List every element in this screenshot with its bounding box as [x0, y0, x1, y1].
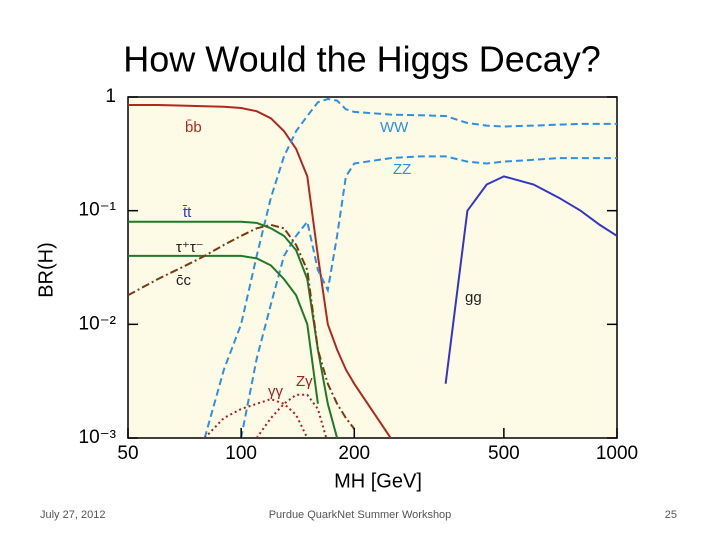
series-line — [128, 104, 392, 438]
series-label: γγ — [268, 383, 284, 400]
y-axis-label: BR(H) — [35, 242, 57, 298]
y-tick-label: 10⁻¹ — [79, 200, 117, 221]
lines — [128, 97, 617, 438]
footer-date: July 27, 2012 — [40, 509, 105, 521]
y-tick-label: 10⁻³ — [79, 427, 117, 448]
x-tick-label: 50 — [117, 443, 138, 464]
series-line — [128, 254, 319, 404]
slide-title: How Would the Higgs Decay? — [123, 39, 601, 80]
series-line — [203, 398, 309, 438]
x-tick-label: 500 — [488, 443, 520, 464]
series-label: c̄c — [176, 272, 192, 289]
x-tick-label: 100 — [225, 443, 257, 464]
x-axis-label: MH [GeV] — [334, 470, 422, 492]
series-label: ZZ — [393, 161, 411, 178]
footer-page: 25 — [665, 509, 677, 521]
footer-event: Purdue QuarkNet Summer Workshop — [269, 509, 452, 521]
series-label: WW — [380, 119, 409, 136]
y-tick-label: 10⁻² — [79, 313, 117, 334]
series-label: t̄t — [182, 204, 192, 221]
series-line — [240, 155, 617, 438]
plot-area — [127, 96, 618, 439]
series-line — [444, 175, 617, 384]
series-line — [203, 97, 617, 438]
series-label: Zγ — [296, 373, 313, 390]
x-tick-label: 200 — [338, 443, 370, 464]
y-tick-label: 1 — [105, 86, 116, 107]
series-label: τ⁺τ⁻ — [176, 239, 204, 256]
x-tick-label: 1000 — [596, 443, 638, 464]
series-label: gg — [465, 289, 482, 306]
series-label: b̄b — [185, 119, 202, 136]
series-line — [128, 223, 356, 430]
